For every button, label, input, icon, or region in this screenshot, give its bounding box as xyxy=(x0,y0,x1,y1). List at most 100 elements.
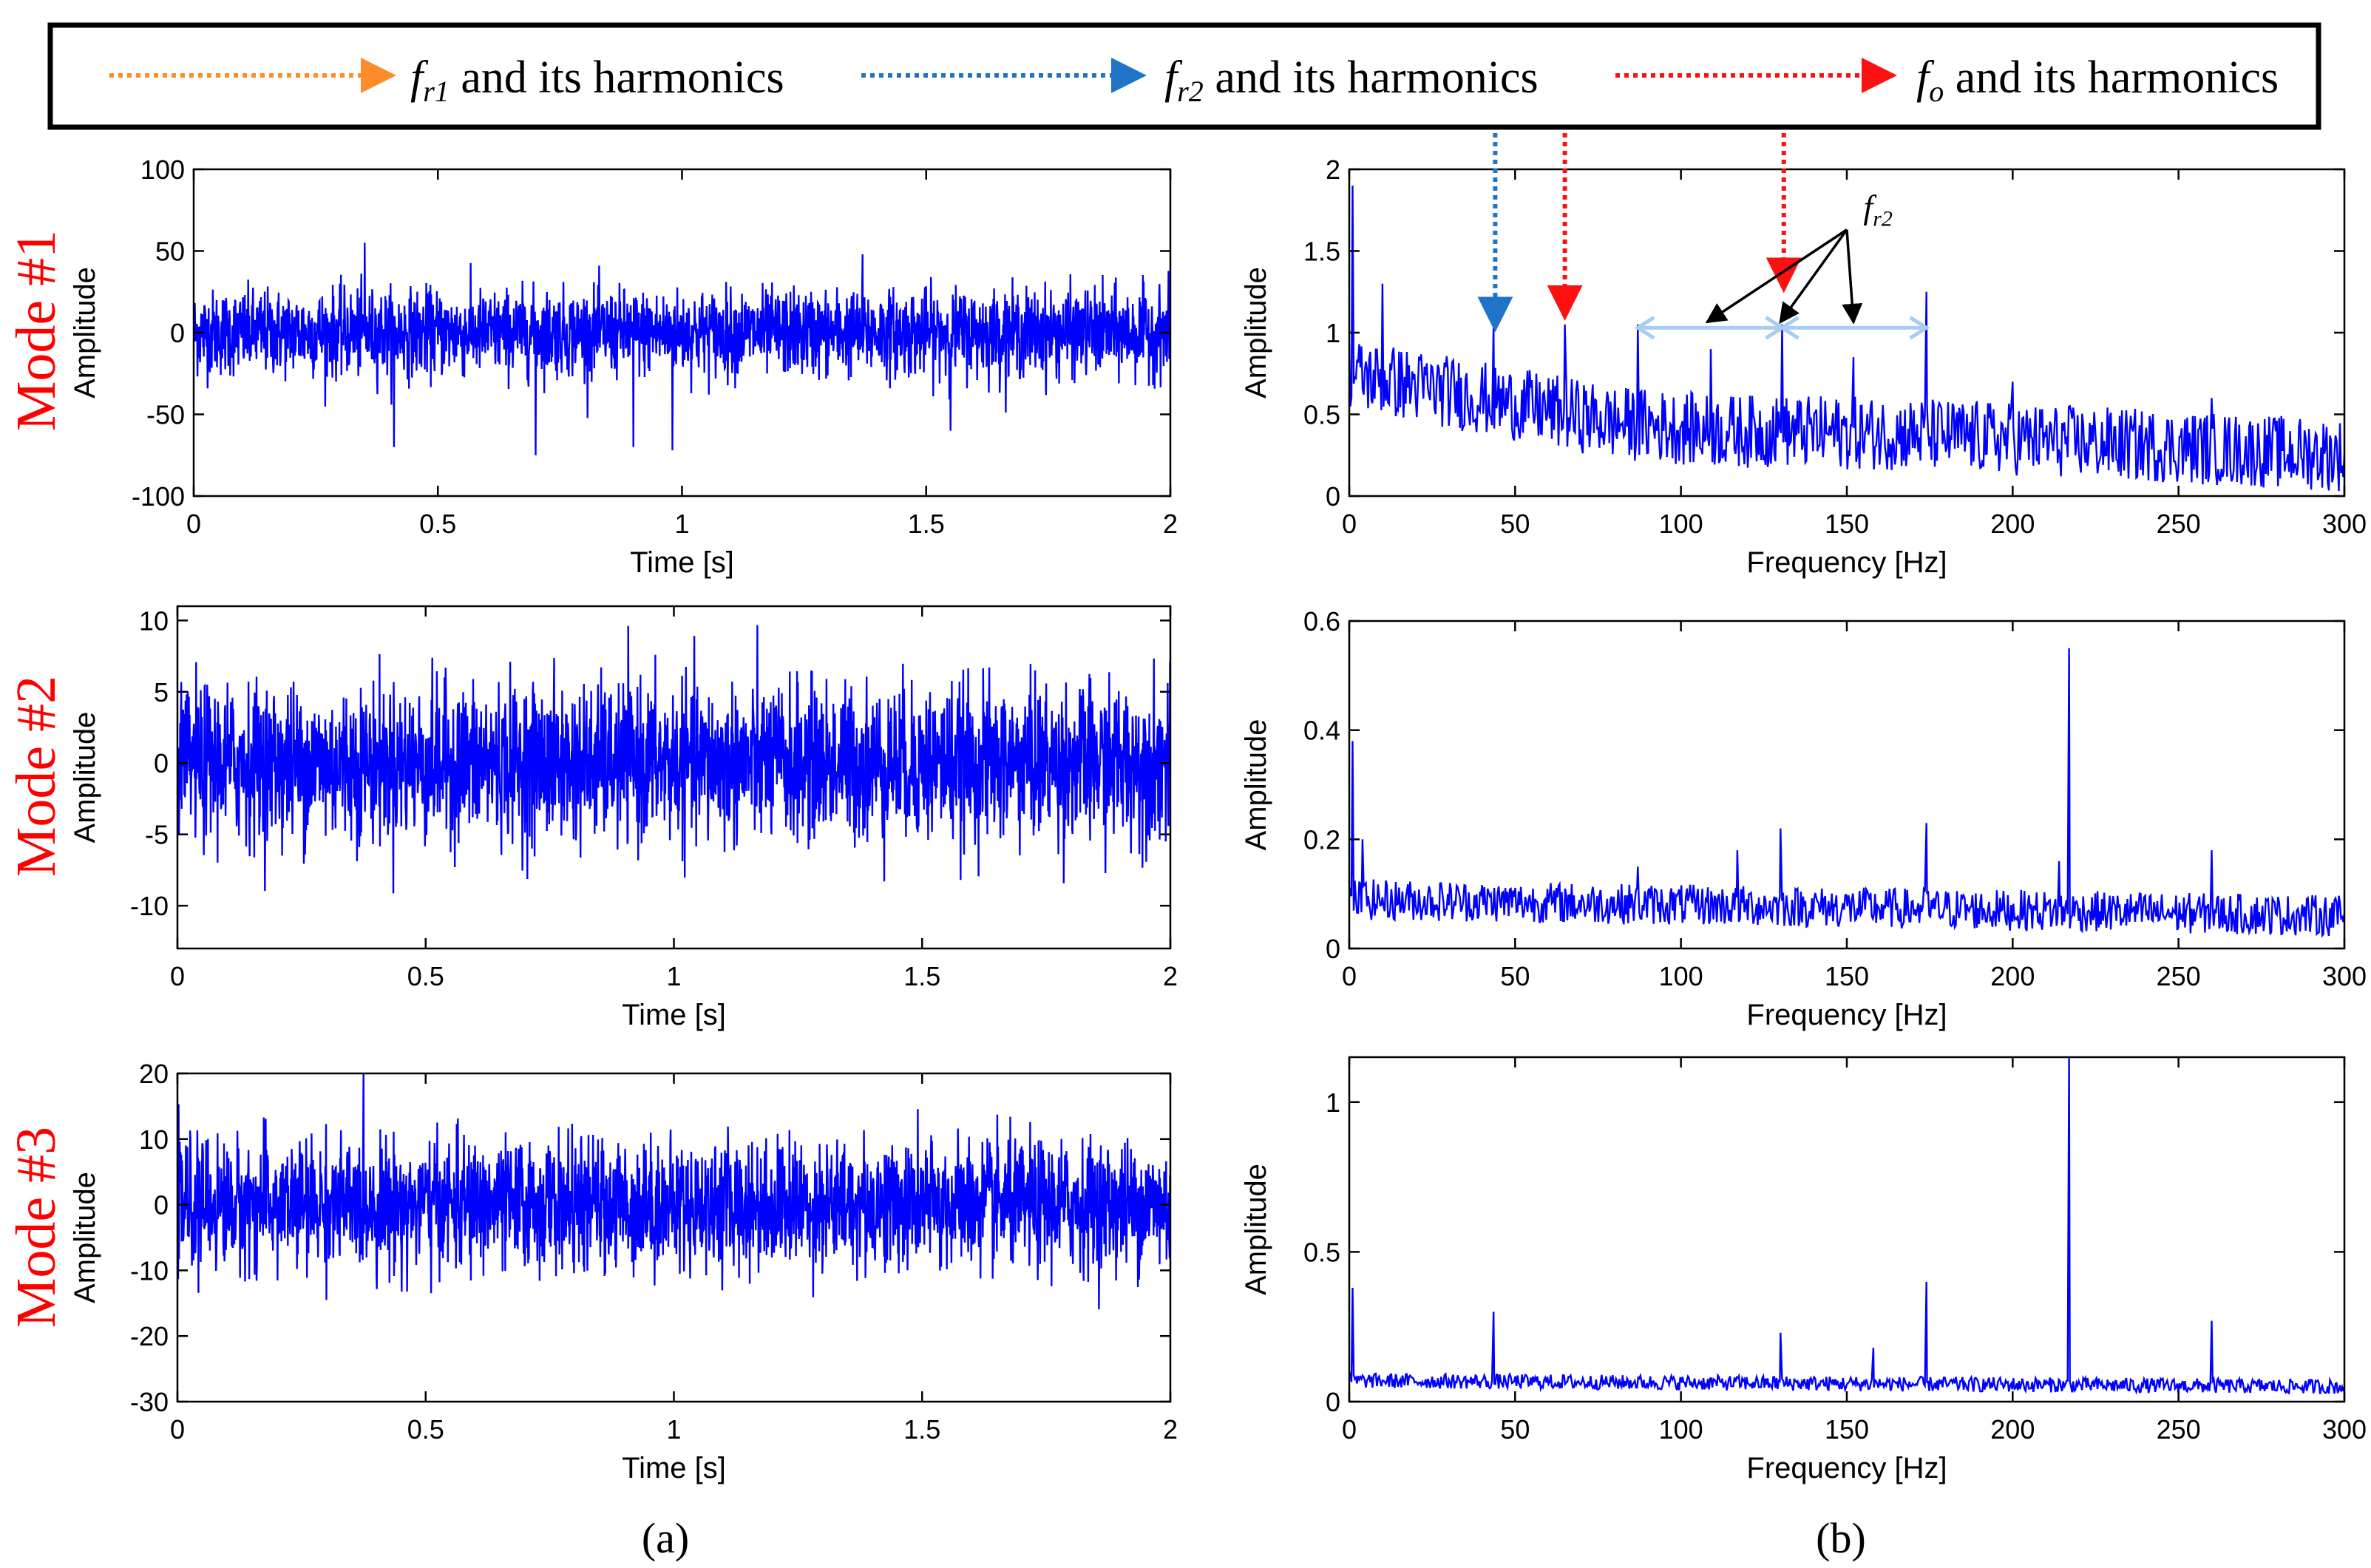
m3-spec-ytick-label: 0.5 xyxy=(1303,1237,1340,1267)
m1-spec-xtick-label: 50 xyxy=(1500,509,1530,539)
m3-spec-ytick-label: 1 xyxy=(1326,1087,1340,1118)
mode2-spectrum-plot: 0 50 100 150 200 250 300 0 0.2 0.4 0.6 Frequency [H… xyxy=(1240,606,2367,1031)
m2-time-ytick-label: -10 xyxy=(130,891,169,921)
m1-time-ytick-label: -100 xyxy=(132,481,185,512)
legend-sub-fo: o xyxy=(1929,75,1944,108)
m3-time-xtick-label: 0 xyxy=(170,1414,185,1445)
m3-time-ytick-label: 10 xyxy=(139,1124,169,1155)
m1-time-ytick-label: -50 xyxy=(146,400,185,430)
legend-text-fr2: and its harmonics xyxy=(1204,52,1539,103)
m3-spec-xtick-label: 300 xyxy=(2322,1414,2367,1445)
m1-spec-annotation-arrow-0 xyxy=(1705,228,1848,324)
m1-time-ylabel: Amplitude xyxy=(69,267,101,398)
m2-spec-ytick-label: 0.2 xyxy=(1303,824,1340,855)
m3-time-xlabel: Time [s] xyxy=(622,1452,726,1484)
m1-spec-ytick-label: 0.5 xyxy=(1303,400,1340,430)
svg-text:fo and its harmonics: fo and its harmonics xyxy=(1916,52,2279,108)
mode2-time-plot: 0 0.5 1 1.5 2 -10 -5 0 5 10 Time [s] Amplitude xyxy=(69,605,1178,1031)
m1-time-signal-line xyxy=(194,242,1170,455)
m2-time-xtick-label: 0.5 xyxy=(407,961,444,991)
svg-text:fr1 and its harmonics: fr1 and its harmonics xyxy=(410,52,784,108)
m1-time-ytick-label: 50 xyxy=(155,237,185,267)
m2-spec-xtick-label: 300 xyxy=(2322,961,2367,991)
m3-spec-xlabel: Frequency [Hz] xyxy=(1746,1452,1947,1484)
legend: fr1 and its harmonics fr2 and its harmon… xyxy=(47,22,2321,130)
legend-item-fr2: fr2 and its harmonics xyxy=(861,52,1539,108)
mode3-time-plot: 0 0.5 1 1.5 2 -30 -20 -10 0 10 20 Time [s] Amplitude xyxy=(69,1059,1178,1484)
m2-time-ylabel: Amplitude xyxy=(69,712,101,844)
m3-spec-ylabel: Amplitude xyxy=(1240,1164,1272,1295)
m1-spec-bracket-head-3 xyxy=(1909,316,1930,340)
mode1-spectrum-plot: 0 50 100 150 200 250 300 0 0.5 1 1.5 2 Frequency [Hz… xyxy=(1240,133,2367,579)
m3-spec-xtick-label: 0 xyxy=(1342,1414,1357,1445)
m1-time-xtick-label: 1 xyxy=(674,509,689,539)
mode1-time-plot: 0 0.5 1 1.5 2 -100 -50 0 50 100 Time [s] Amplitude xyxy=(69,155,1178,579)
legend-item-fo: fo and its harmonics xyxy=(1615,52,2279,108)
m2-time-xtick-label: 1 xyxy=(666,961,681,991)
m2-time-xtick-label: 2 xyxy=(1163,961,1178,991)
m2-time-ytick-label: 5 xyxy=(154,677,169,707)
panel-label-b: (b) xyxy=(1816,1514,1866,1562)
m2-spec-xlabel: Frequency [Hz] xyxy=(1746,999,1947,1031)
m2-time-xlabel: Time [s] xyxy=(622,999,726,1031)
m1-spec-ytick-label: 2 xyxy=(1326,155,1340,185)
m2-spec-signal-line xyxy=(1349,648,2344,938)
legend-text-fo: and its harmonics xyxy=(1944,52,2279,103)
m3-time-ylabel: Amplitude xyxy=(69,1172,101,1303)
m1-spec-xtick-label: 250 xyxy=(2157,509,2201,539)
m1-time-ytick-label: 100 xyxy=(140,155,185,185)
m1-spec-xtick-label: 100 xyxy=(1659,509,1703,539)
m2-spec-xtick-label: 50 xyxy=(1500,961,1530,991)
m2-spec-ytick-label: 0 xyxy=(1326,934,1340,964)
m1-spec-ylabel: Amplitude xyxy=(1240,267,1272,398)
m2-spec-xtick-label: 250 xyxy=(2157,961,2201,991)
m1-spec-annotation-fr2: fr2 xyxy=(1863,188,1892,231)
m2-spec-ytick-label: 0.4 xyxy=(1303,716,1340,746)
legend-box xyxy=(47,22,2321,130)
m1-spec-ytick-label: 0 xyxy=(1326,481,1340,512)
m1-spec-ytick-label: 1.5 xyxy=(1303,237,1340,267)
legend-item-fr1: fr1 and its harmonics xyxy=(109,52,784,108)
m3-time-ytick-label: -10 xyxy=(130,1255,169,1286)
m3-spec-signal-line xyxy=(1349,1057,2344,1395)
m2-spec-xtick-label: 100 xyxy=(1659,961,1703,991)
mode3-spectrum-plot: 0 50 100 150 200 250 300 0 0.5 1 Frequency [Hz] Amp… xyxy=(1240,1056,2367,1484)
m1-time-ytick-label: 0 xyxy=(170,318,185,348)
svg-text:fr2 and its harmonics: fr2 and its harmonics xyxy=(1164,52,1539,108)
m2-time-xtick-label: 1.5 xyxy=(903,961,940,991)
m2-spec-xtick-label: 200 xyxy=(1990,961,2035,991)
m2-spec-ylabel: Amplitude xyxy=(1240,719,1272,851)
m1-time-xlabel: Time [s] xyxy=(630,546,734,579)
m2-time-ytick-label: 10 xyxy=(139,605,169,636)
mode-label-1: Mode #1 xyxy=(5,230,67,431)
m1-spec-xtick-label: 200 xyxy=(1990,509,2035,539)
m3-spec-xtick-label: 50 xyxy=(1500,1414,1530,1445)
m1-spec-ytick-label: 1 xyxy=(1326,318,1340,348)
m3-spec-xtick-label: 250 xyxy=(2157,1414,2201,1445)
m3-spec-ytick-label: 0 xyxy=(1326,1387,1340,1417)
m2-time-ytick-label: -5 xyxy=(145,820,169,850)
m2-spec-xtick-label: 0 xyxy=(1342,961,1357,991)
m3-time-ytick-label: 0 xyxy=(154,1190,169,1221)
legend-sub-fr1: r1 xyxy=(423,75,450,108)
m1-spec-signal-line xyxy=(1349,186,2344,492)
m3-time-xtick-label: 1 xyxy=(666,1414,681,1445)
m3-time-signal-line xyxy=(177,1073,1170,1310)
m1-time-xtick-label: 0.5 xyxy=(419,509,456,539)
mode-label-3: Mode #3 xyxy=(5,1127,67,1328)
legend-text-fr1: and its harmonics xyxy=(450,52,784,103)
m3-spec-axes-box xyxy=(1348,1056,2346,1403)
m3-spec-xtick-label: 100 xyxy=(1659,1414,1703,1445)
m1-time-xtick-label: 0 xyxy=(186,509,201,539)
m2-time-ytick-label: 0 xyxy=(154,748,169,778)
m1-spec-xtick-label: 150 xyxy=(1825,509,1869,539)
m1-time-xtick-label: 1.5 xyxy=(908,509,945,539)
panel-label-a: (a) xyxy=(642,1514,689,1562)
m2-time-xtick-label: 0 xyxy=(170,961,185,991)
m3-time-ytick-label: -30 xyxy=(130,1387,169,1417)
m1-spec-annotation-arrow-2 xyxy=(1842,229,1863,325)
m1-spec-xtick-label: 0 xyxy=(1342,509,1357,539)
m3-time-ytick-label: -20 xyxy=(130,1321,169,1351)
m3-time-xtick-label: 0.5 xyxy=(407,1414,444,1445)
m2-spec-xtick-label: 150 xyxy=(1825,961,1869,991)
